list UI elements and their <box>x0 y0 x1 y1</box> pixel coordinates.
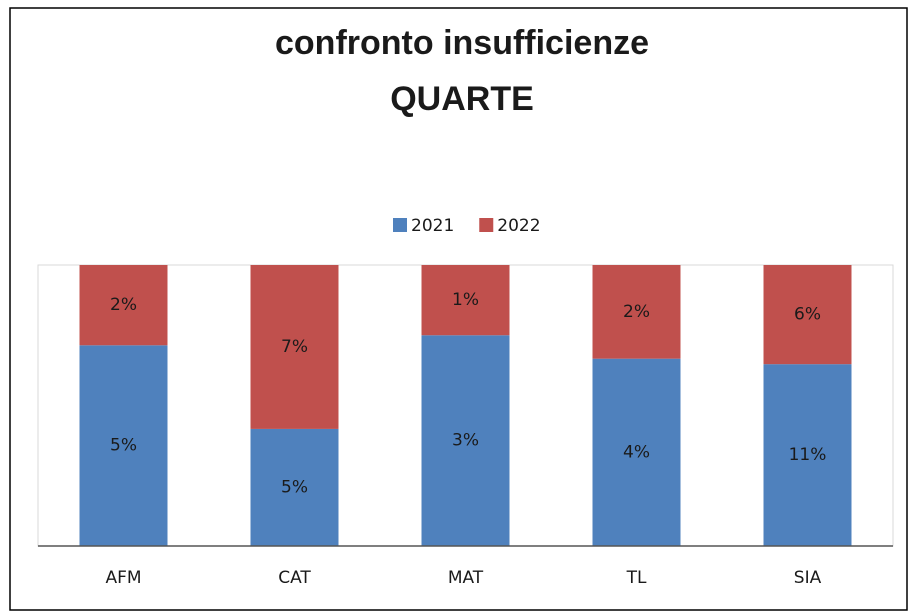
chart-title: QUARTE <box>390 80 534 118</box>
bar-segment <box>250 428 339 546</box>
bar-segment <box>592 265 681 359</box>
legend-label: 2021 <box>411 216 454 236</box>
bar-segment <box>763 265 852 365</box>
chart-title: confronto insufficienze <box>275 24 649 62</box>
bar-segment <box>592 358 681 546</box>
bar-segment <box>250 265 339 429</box>
bar-segment <box>79 345 168 546</box>
x-tick-label: TL <box>626 568 647 588</box>
data-label: 3% <box>452 431 479 451</box>
legend-label: 2022 <box>497 216 540 236</box>
data-label: 6% <box>794 305 821 325</box>
bar-segment <box>79 265 168 346</box>
data-label: 11% <box>789 445 827 465</box>
data-label: 2% <box>110 295 137 315</box>
legend-swatch <box>479 218 494 232</box>
x-tick-label: CAT <box>278 568 311 588</box>
legend-swatch <box>393 218 407 232</box>
data-label: 1% <box>452 290 479 310</box>
data-label: 5% <box>110 436 137 456</box>
data-label: 2% <box>623 302 650 322</box>
x-tick-label: SIA <box>794 568 822 588</box>
x-tick-label: AFM <box>105 568 141 588</box>
data-label: 7% <box>281 337 308 357</box>
bar-segment <box>763 364 852 546</box>
bar-segment <box>421 335 510 546</box>
bar-segment <box>421 265 510 336</box>
data-label: 5% <box>281 477 308 497</box>
data-label: 4% <box>623 442 650 462</box>
x-tick-label: MAT <box>448 568 484 588</box>
